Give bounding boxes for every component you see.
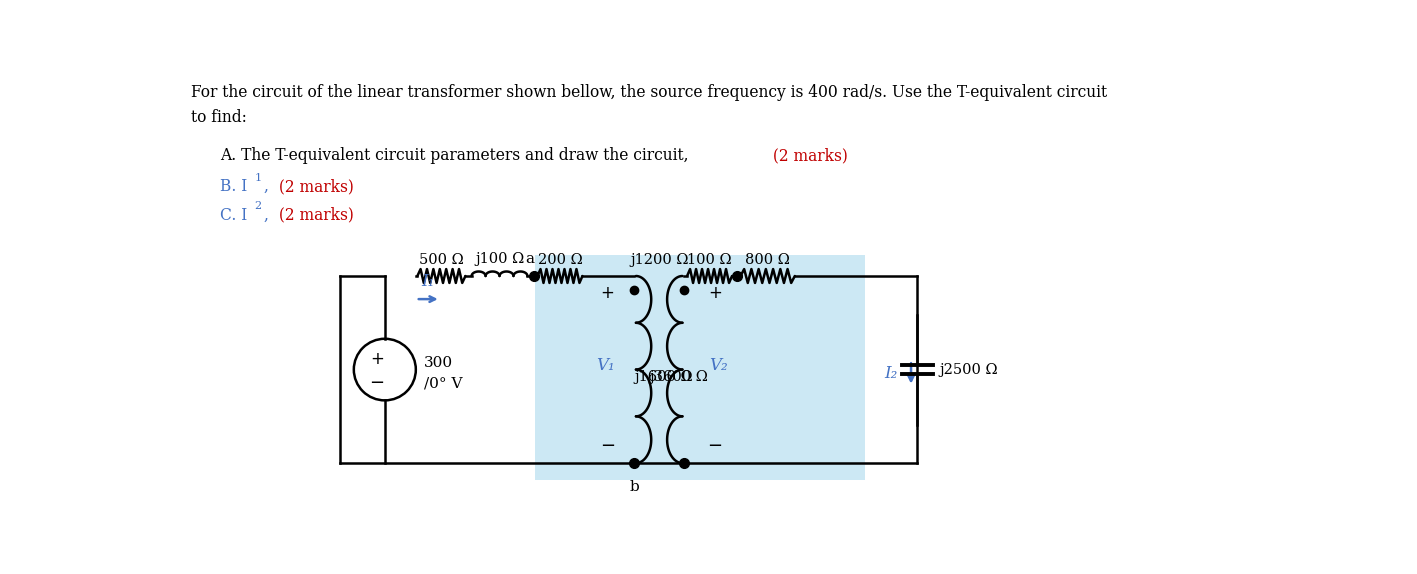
Text: For the circuit of the linear transformer shown bellow, the source frequency is : For the circuit of the linear transforme… (191, 83, 1107, 100)
Text: −: − (599, 437, 615, 455)
Text: +: + (708, 284, 721, 302)
Text: A. The T-equivalent circuit parameters and draw the circuit,: A. The T-equivalent circuit parameters a… (220, 148, 689, 164)
Text: 300: 300 (424, 356, 452, 370)
Text: V₁: V₁ (597, 357, 615, 374)
Text: (2 marks): (2 marks) (768, 148, 847, 164)
Text: j1200 Ω: j1200 Ω (631, 253, 689, 267)
Text: V₂: V₂ (710, 357, 728, 374)
Text: ,: , (264, 178, 268, 195)
Text: +: + (370, 350, 384, 368)
Text: j3600 Ω: j3600 Ω (650, 370, 708, 384)
Text: C. I: C. I (220, 207, 247, 224)
Text: I₂: I₂ (884, 365, 897, 382)
Text: /0° V: /0° V (424, 377, 462, 390)
Text: (2 marks): (2 marks) (273, 207, 354, 224)
Text: +: + (601, 284, 614, 302)
Text: B. I: B. I (220, 178, 247, 195)
Text: 2: 2 (254, 201, 261, 211)
Text: a: a (526, 252, 534, 266)
Text: j1600 Ω: j1600 Ω (635, 370, 693, 384)
Text: ,: , (264, 207, 268, 224)
Text: j100 Ω: j100 Ω (475, 252, 524, 266)
Text: −: − (707, 437, 723, 455)
Text: b: b (629, 480, 639, 494)
Text: 800 Ω: 800 Ω (745, 253, 791, 267)
Text: 1: 1 (254, 173, 261, 183)
Text: to find:: to find: (191, 109, 247, 126)
Text: (2 marks): (2 marks) (273, 178, 354, 195)
Bar (536, 255, 864, 480)
Text: 200 Ω: 200 Ω (537, 253, 582, 267)
Text: −: − (370, 374, 384, 391)
Text: 500 Ω: 500 Ω (419, 253, 463, 267)
Text: j2500 Ω: j2500 Ω (939, 363, 998, 377)
Text: 100 Ω: 100 Ω (687, 253, 731, 267)
Text: I₁: I₁ (422, 273, 435, 290)
